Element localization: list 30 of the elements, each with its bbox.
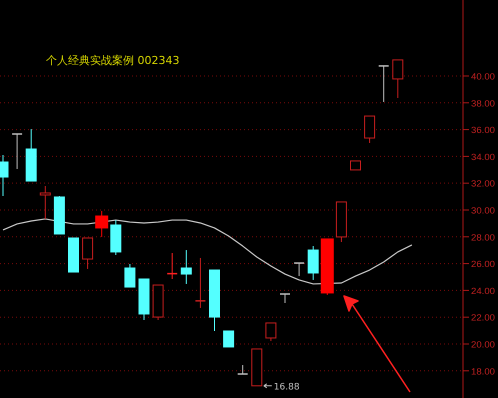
- annotation: 16.88: [274, 382, 300, 392]
- y-tick-label: 38.00: [471, 98, 495, 108]
- candlestick: [392, 59, 404, 98]
- candlestick: [378, 65, 390, 102]
- candlestick: [236, 364, 248, 375]
- candlestick: [124, 263, 136, 288]
- candlestick: [11, 133, 23, 170]
- candlestick: [82, 237, 94, 270]
- candlestick: [308, 246, 319, 280]
- y-tick-label: 30.00: [471, 205, 495, 216]
- candlestick: [364, 116, 376, 144]
- candlestick: [293, 262, 305, 277]
- y-tick-label: 22.00: [471, 312, 495, 323]
- y-tick-label: 32.00: [471, 178, 495, 189]
- y-tick-label: 18.00: [471, 366, 495, 376]
- y-tick-label: 26.00: [471, 259, 495, 270]
- y-tick-label: 36.00: [471, 125, 495, 136]
- y-tick-label: 24.00: [471, 286, 495, 296]
- candlestick: [265, 322, 276, 342]
- y-tick-label: 40.00: [471, 71, 495, 82]
- candlestick: [194, 257, 206, 308]
- y-tick-label: 34.00: [471, 152, 495, 162]
- candlestick: [166, 252, 178, 280]
- candlestick: [180, 250, 192, 284]
- text: 个人经典实战案例 002343: [46, 54, 180, 67]
- candlestick: [40, 186, 51, 220]
- y-tick-label: 20.00: [471, 339, 495, 350]
- line-series: [2, 218, 412, 285]
- y-tick-label: 28.00: [471, 232, 495, 242]
- candlestick: [223, 330, 234, 348]
